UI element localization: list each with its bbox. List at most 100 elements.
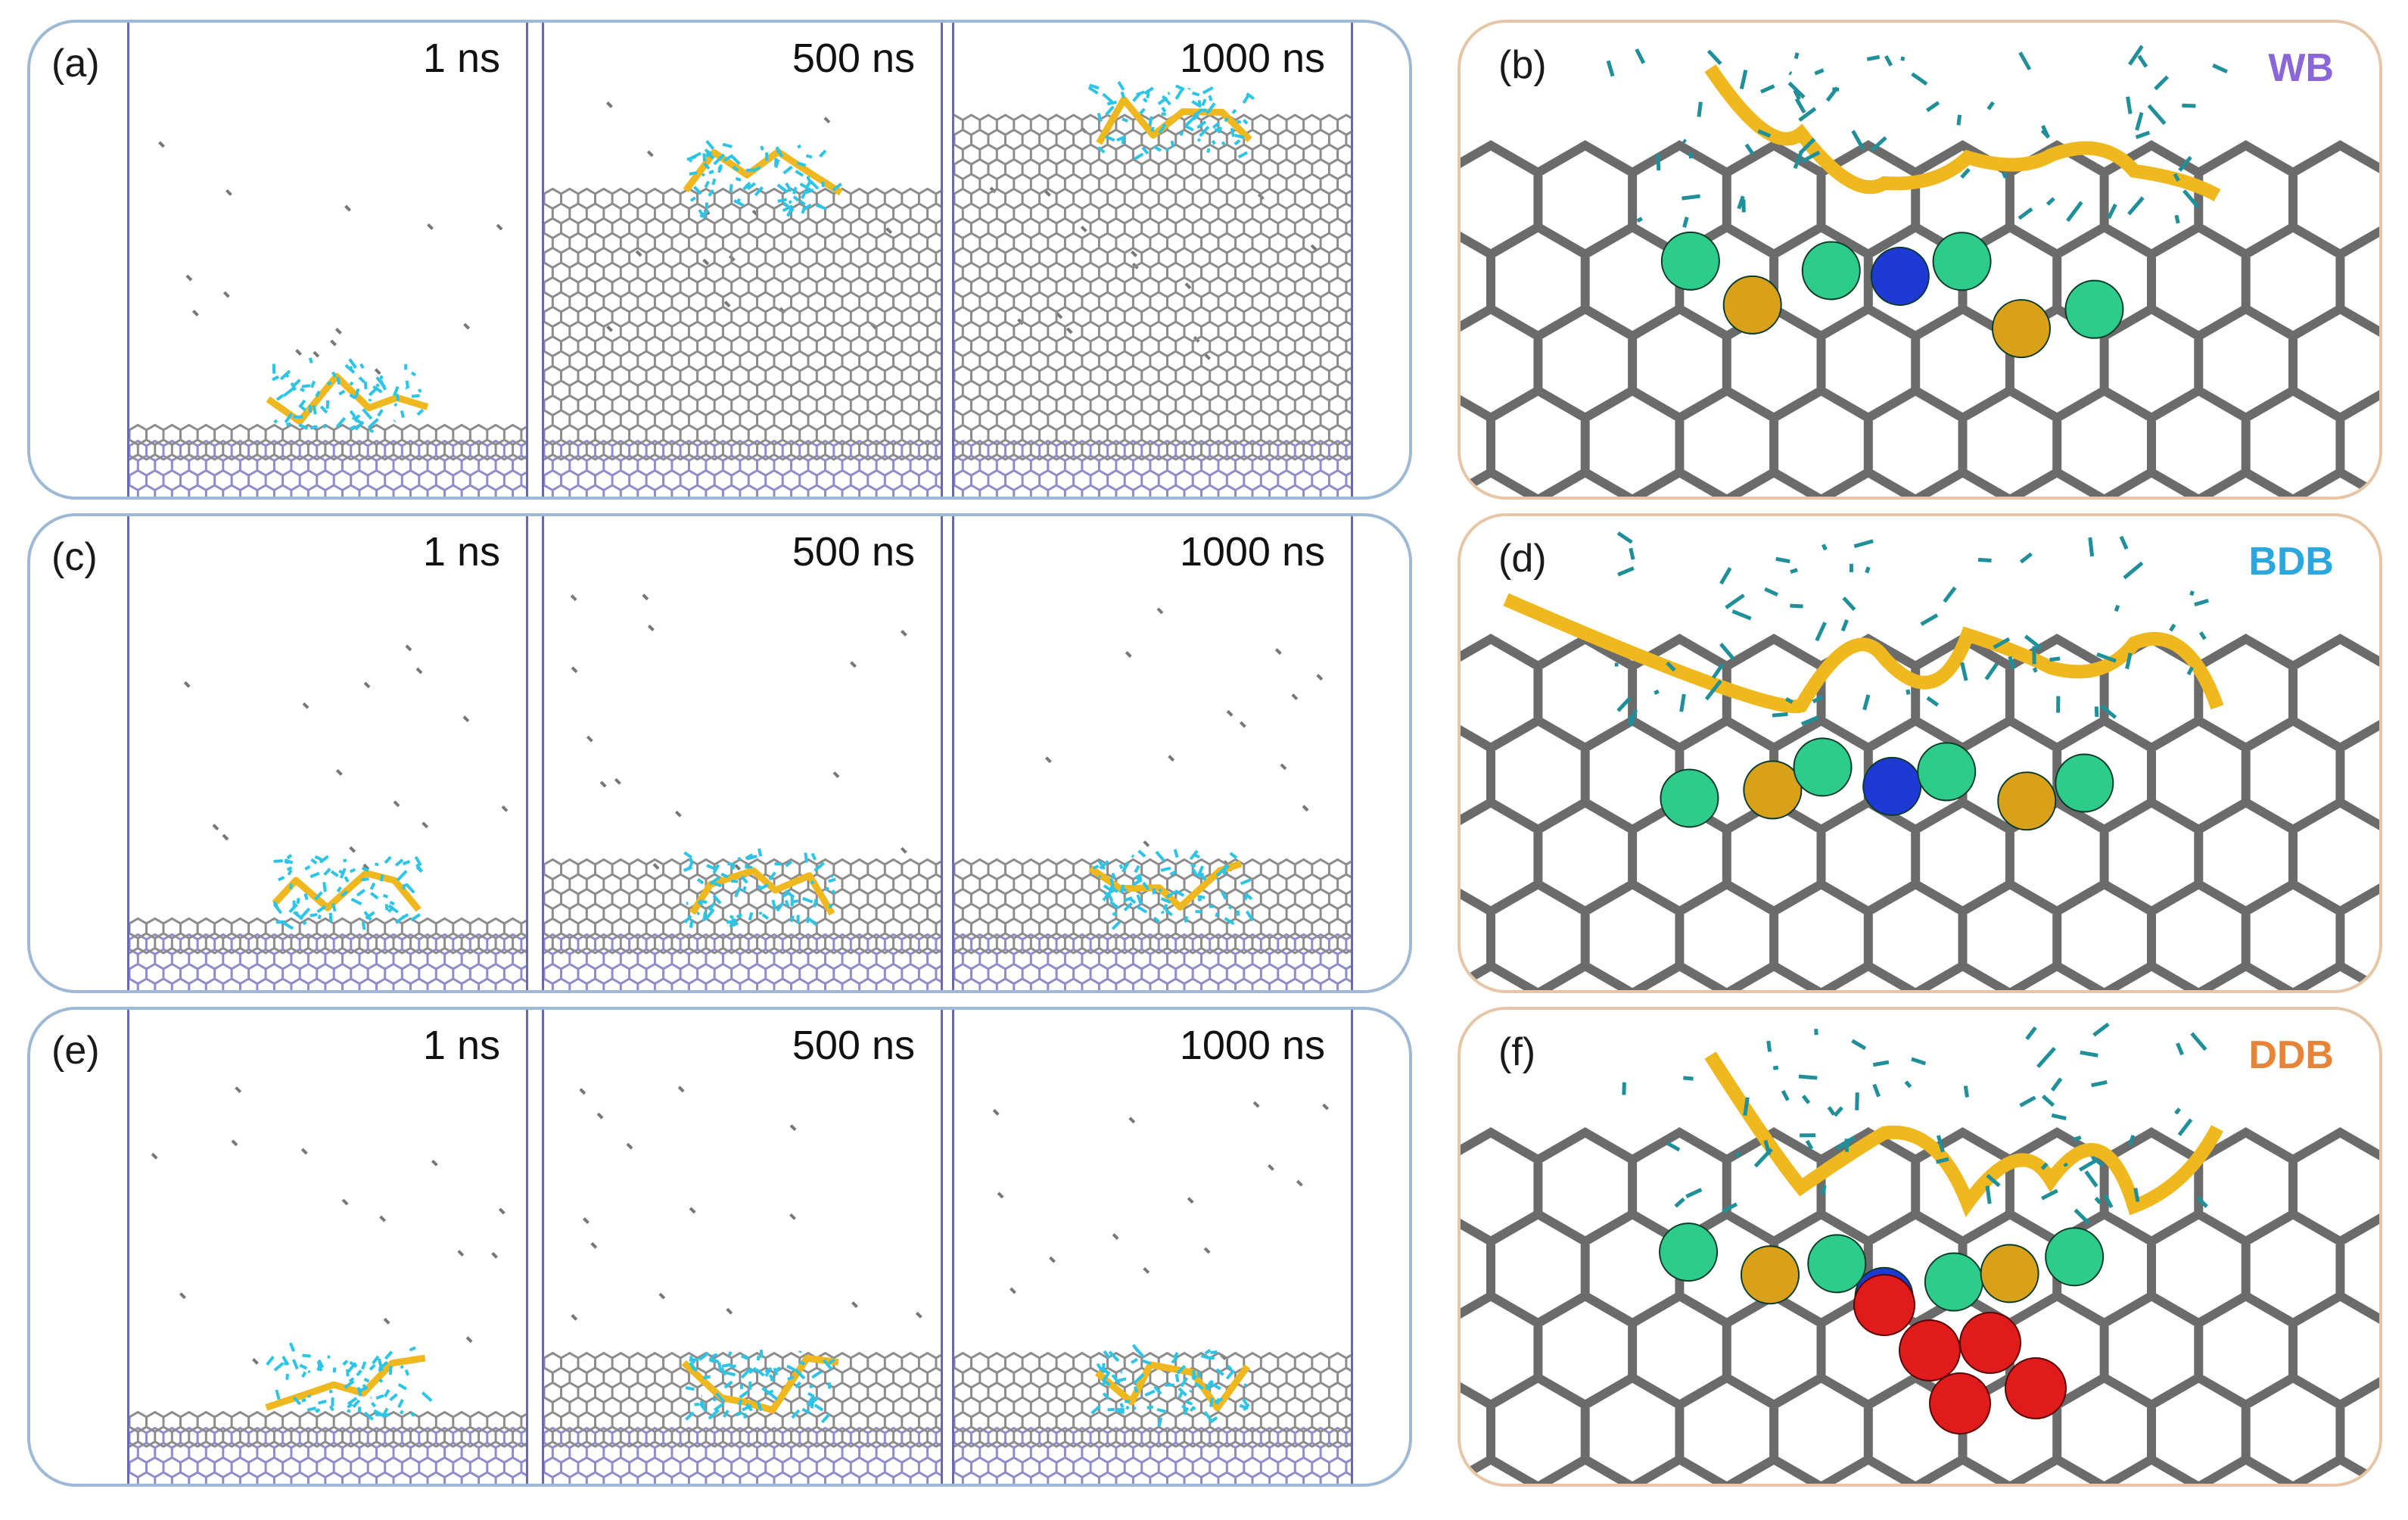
lattice — [954, 858, 1351, 955]
atom-sphere — [1997, 771, 2057, 831]
solvent-speck — [422, 821, 429, 829]
molecule-bond — [414, 855, 422, 867]
side-chain-bond — [1986, 1173, 2001, 1188]
molecule-bond — [349, 1360, 358, 1368]
molecule-bond — [1174, 88, 1184, 100]
panel-a: (a) 1 ns 500 ns 1000 ns — [27, 20, 1412, 500]
molecule-bond — [363, 1411, 374, 1421]
molecule-bond — [1153, 145, 1162, 152]
molecule-bond — [1206, 148, 1211, 154]
solvent-speck — [789, 1213, 796, 1220]
solvent-speck — [415, 667, 423, 674]
solvent-speck — [1252, 1101, 1260, 1108]
lattice — [954, 114, 1351, 461]
side-chain-bond — [1801, 1095, 1811, 1104]
side-chain-bond — [2080, 1050, 2098, 1057]
molecule-bond — [405, 386, 409, 390]
molecule-bond — [1204, 1348, 1212, 1355]
molecule-bond — [310, 858, 318, 864]
molecule-bond — [367, 418, 379, 429]
molecule-bond — [1239, 1403, 1249, 1410]
atom-sphere — [2055, 753, 2114, 813]
molecule-bond — [706, 864, 717, 871]
side-chain-bond — [1840, 619, 1849, 632]
solvent-speck — [1187, 1197, 1194, 1204]
molecule-bond — [410, 913, 422, 922]
molecule-bond — [1122, 117, 1128, 123]
solvent-speck — [1203, 1247, 1211, 1254]
molecule-bond — [810, 852, 817, 861]
side-chain-bond — [2174, 214, 2180, 224]
molecule-bond — [298, 403, 306, 412]
molecule-bond — [799, 182, 811, 192]
side-chain-bond — [1935, 1157, 1949, 1164]
molecule-bond — [415, 866, 423, 874]
molecule-bond — [338, 869, 345, 876]
molecule-bond — [379, 874, 384, 882]
molecule-bond — [705, 139, 715, 150]
molecule-bond — [1242, 1398, 1249, 1406]
side-chain-bond — [2063, 1162, 2068, 1167]
side-chain-bond — [1943, 586, 1957, 603]
molecule-bond — [699, 209, 710, 218]
atom-sphere — [1801, 241, 1861, 301]
side-chain-bond — [1753, 1148, 1773, 1168]
molecule-bond — [284, 860, 290, 864]
molecule-bond — [275, 920, 286, 924]
molecule-bond — [310, 871, 320, 879]
molecule-bond — [1136, 894, 1143, 905]
molecule-bond — [361, 877, 369, 882]
molecule-bond — [773, 1367, 779, 1376]
side-chain-bond — [1757, 129, 1772, 138]
molecule-bond — [742, 886, 747, 893]
detail-render — [1461, 531, 2379, 990]
side-chain-bond — [1772, 1065, 1779, 1070]
side-chain-bond — [1790, 568, 1798, 575]
molecule-bond — [1134, 152, 1144, 160]
side-chain-bond — [1719, 567, 1732, 585]
molecule-bond — [828, 1358, 836, 1365]
molecule-bond — [702, 153, 707, 162]
molecule-bond — [1243, 892, 1249, 901]
molecule-bond — [1205, 111, 1209, 114]
molecule-bond — [698, 899, 708, 904]
molecule-bond — [737, 856, 742, 861]
molecule-bond — [761, 913, 770, 920]
solvent-speck — [571, 666, 578, 674]
side-chain-bond — [2182, 103, 2196, 108]
solvent-speck — [689, 1207, 696, 1214]
molecule-bond — [802, 896, 814, 904]
side-chain-bond — [1986, 101, 1995, 111]
molecule-bond — [822, 1359, 833, 1370]
molecule-bond — [378, 1366, 384, 1372]
side-chain-bond — [2049, 656, 2061, 662]
solvent-speck — [226, 189, 232, 196]
molecule-bond — [1234, 133, 1245, 139]
side-chain-bond — [1617, 566, 1635, 577]
molecule-bond — [1242, 95, 1250, 104]
molecule-bond — [411, 394, 420, 398]
molecule-bond — [277, 876, 285, 882]
solvent-speck — [900, 846, 907, 854]
lattice — [129, 1426, 526, 1484]
molecule-bond — [806, 1394, 815, 1406]
molecule-bond — [746, 182, 756, 191]
snapshot-c-3: 1000 ns — [952, 516, 1353, 990]
molecule-bond — [725, 1371, 736, 1377]
snapshot-render — [544, 593, 941, 990]
solvent-speck — [462, 715, 470, 723]
molecule-bond — [1133, 1386, 1139, 1394]
molecule-bond — [349, 393, 356, 400]
panel-e: (e) 1 ns 500 ns 1000 ns — [27, 1007, 1412, 1487]
molecule-bond — [1153, 1385, 1162, 1395]
molecule-bond — [1171, 1356, 1178, 1364]
molecule-bond — [694, 1403, 700, 1406]
side-chain-bond — [1904, 1080, 1912, 1089]
molecule-bond — [713, 153, 726, 166]
molecule-bond — [713, 1402, 724, 1412]
molecule-bond — [310, 425, 316, 430]
molecule-bond — [751, 166, 761, 173]
time-label: 1000 ns — [1179, 529, 1325, 575]
atom-sphere — [1740, 1245, 1800, 1305]
molecule-bond — [1153, 916, 1160, 924]
